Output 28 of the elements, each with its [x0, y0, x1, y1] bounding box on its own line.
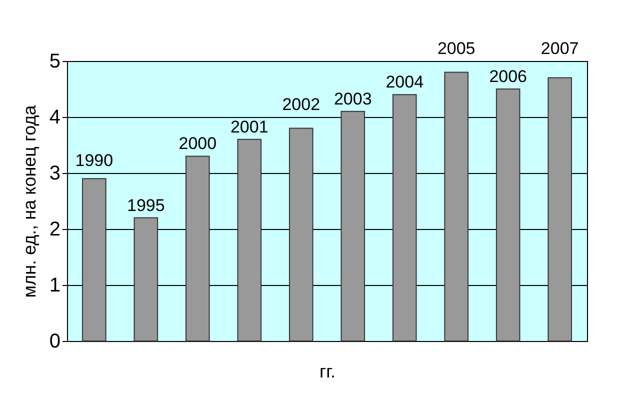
y-tick-label: 4 — [49, 106, 60, 128]
bar — [237, 138, 262, 342]
x-tick-label: 2003 — [334, 89, 372, 108]
x-axis-title: гг. — [320, 362, 336, 382]
y-tick-label: 0 — [49, 330, 60, 352]
x-tick-label: 2005 — [437, 39, 476, 58]
bar — [392, 94, 417, 342]
x-tick-label: 1995 — [126, 196, 165, 215]
bar — [444, 72, 468, 342]
x-tick-label: 2001 — [230, 117, 268, 136]
x-tick-label: 2007 — [540, 39, 579, 58]
x-tick-label: 1990 — [75, 151, 114, 170]
y-tick-label: 1 — [49, 274, 60, 296]
bar — [186, 156, 210, 342]
bar — [82, 178, 106, 342]
bar — [496, 88, 520, 342]
x-tick-label: 2004 — [386, 72, 424, 92]
y-tick-label: 3 — [49, 162, 60, 184]
bar — [548, 77, 572, 342]
bar — [288, 128, 314, 342]
x-tick-label: 2000 — [178, 134, 217, 154]
x-tick-label: 2006 — [489, 67, 528, 86]
y-axis-title: млн. ед., на конец года — [19, 104, 40, 298]
y-tick-label: 5 — [49, 50, 60, 72]
x-tick-label: 2002 — [282, 95, 320, 114]
bar — [134, 217, 158, 342]
y-tick-label: 2 — [49, 218, 60, 240]
bar — [340, 110, 366, 342]
